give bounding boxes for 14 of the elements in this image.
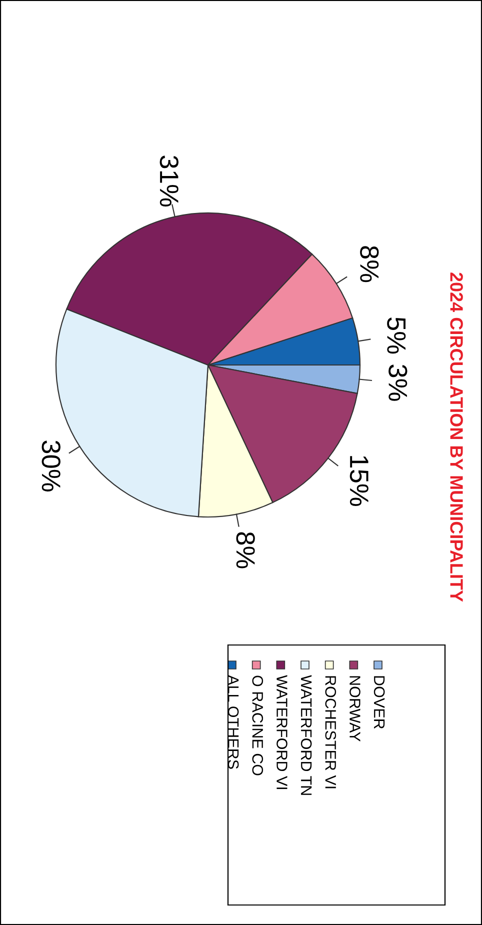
legend-label: O RACINE CO [252, 676, 264, 776]
data-label: 5% [387, 318, 406, 354]
legend-label: WATERFORD TN [300, 675, 312, 795]
data-label: 30% [42, 440, 60, 492]
legend-label: ROCHESTER VI [325, 676, 336, 788]
data-label: 15% [350, 456, 368, 506]
legend-label: WATERFORD VI [276, 675, 288, 790]
legend-label: DOVER [374, 676, 385, 729]
legend-label: NORWAY [350, 676, 360, 742]
data-label: 31% [160, 156, 178, 207]
data-label: 8% [360, 246, 379, 282]
data-label: 3% [388, 364, 408, 401]
data-label: 8% [236, 532, 255, 568]
text: 2024 CIRCULATION BY MUNICIPALITY [450, 272, 463, 602]
